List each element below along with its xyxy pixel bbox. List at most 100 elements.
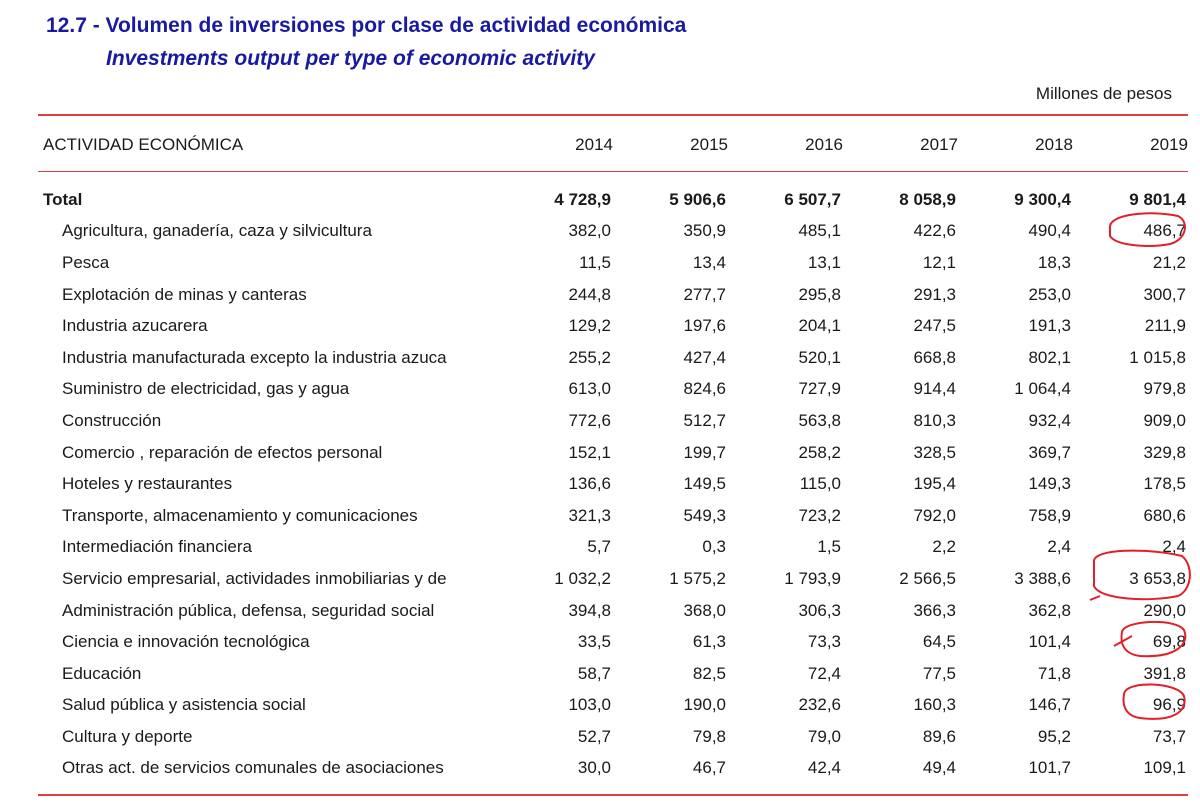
table-row: Industria azucarera 129,2 197,6 204,1 247,5 1… [38, 310, 1188, 342]
activity-label: Cultura y deporte [62, 726, 193, 746]
value-cell-2018: 9 300,4 [1014, 189, 1071, 209]
value-cell-2015: 368,0 [683, 600, 726, 620]
activity-label: Construcción [62, 410, 162, 430]
value-cell-2016: 42,4 [807, 758, 841, 778]
table-row: Intermediación financiera 5,7 0,3 1,5 2,2 2,4… [38, 532, 1188, 564]
value-cell-2015: 13,4 [692, 252, 726, 272]
table-row: Pesca 11,5 13,4 13,1 12,1 18,3 21,2 [38, 247, 1188, 279]
value-cell-2015: 549,3 [683, 505, 726, 525]
value-cell-2014: 5,7 [587, 537, 611, 557]
table-row: Cultura y deporte 52,7 79,8 79,0 89,6 95,2 73,… [38, 721, 1188, 753]
value-cell-2017: 12,1 [922, 252, 956, 272]
value-cell-2015: 46,7 [692, 758, 726, 778]
value-cell-2014: 30,0 [577, 758, 611, 778]
value-cell-2014: 103,0 [568, 695, 611, 715]
value-cell-2015: 199,7 [683, 442, 726, 462]
table-row: Ciencia e innovación tecnológica 33,5 61,3… [38, 626, 1188, 658]
value-cell-2016: 306,3 [798, 600, 841, 620]
value-cell-2015: 427,4 [683, 347, 726, 367]
header-year: 2017 [920, 135, 958, 154]
table-row: Educación 58,7 82,5 72,4 77,5 71,8 391,8 [38, 658, 1188, 690]
table-row: Hoteles y restaurantes 136,6 149,5 115,0 195… [38, 468, 1188, 500]
activity-label: Ciencia e innovación tecnológica [62, 632, 310, 652]
value-cell-2014: 58,7 [577, 663, 611, 683]
value-cell-2014: 136,6 [568, 474, 611, 494]
table-title-english: Investments output per type of economic … [106, 47, 595, 70]
table-row: Servicio empresarial, actividades inmobi… [38, 563, 1188, 595]
activity-label: Servicio empresarial, actividades inmobi… [62, 568, 447, 588]
header-rule [38, 171, 1188, 172]
value-cell-2015: 0,3 [702, 537, 726, 557]
value-cell-2017: 49,4 [922, 758, 956, 778]
activity-label: Industria manufacturada excepto la indus… [62, 347, 447, 367]
table-header-row: ACTIVIDAD ECONÓMICA 2014 2015 2016 2017 … [38, 128, 1188, 170]
value-cell-2018: 490,4 [1028, 221, 1071, 241]
header-year: 2019 [1150, 135, 1188, 154]
table-row: Construcción 772,6 512,7 563,8 810,3 932,4 909… [38, 405, 1188, 437]
header-year: 2014 [575, 135, 613, 154]
value-cell-2017: 422,6 [913, 221, 956, 241]
header-year: 2015 [690, 135, 728, 154]
value-cell-2019: 2,4 [1162, 537, 1186, 557]
value-cell-2016: 520,1 [798, 347, 841, 367]
value-cell-2015: 197,6 [683, 316, 726, 336]
value-cell-2019: 211,9 [1144, 316, 1186, 336]
value-cell-2017: 8 058,9 [899, 189, 956, 209]
value-cell-2014: 33,5 [577, 632, 611, 652]
value-cell-2014: 772,6 [568, 410, 611, 430]
table-row: Suministro de electricidad, gas y agua 61… [38, 374, 1188, 406]
value-cell-2016: 6 507,7 [784, 189, 841, 209]
value-cell-2017: 64,5 [922, 632, 956, 652]
value-cell-2019: 1 015,8 [1129, 347, 1186, 367]
value-cell-2018: 95,2 [1037, 726, 1071, 746]
total-row: Total 4 728,9 5 906,6 6 507,7 8 058,9 9 300,4… [38, 170, 1188, 216]
value-cell-2015: 149,5 [683, 474, 726, 494]
value-cell-2018: 758,9 [1028, 505, 1071, 525]
activity-label: Agricultura, ganadería, caza y silvicult… [62, 221, 372, 241]
unit-label: Millones de pesos [1035, 84, 1172, 103]
activity-label: Educación [62, 663, 142, 683]
value-cell-2016: 723,2 [798, 505, 841, 525]
value-cell-2018: 191,3 [1028, 316, 1071, 336]
value-cell-2017: 291,3 [913, 284, 956, 304]
value-cell-2019: 300,7 [1143, 284, 1186, 304]
activity-label: Hoteles y restaurantes [62, 474, 233, 494]
value-cell-2016: 115,0 [799, 474, 841, 494]
value-cell-2014: 613,0 [568, 379, 611, 399]
value-cell-2019: 909,0 [1143, 410, 1186, 430]
value-cell-2015: 350,9 [683, 221, 726, 241]
value-cell-2016: 73,3 [807, 632, 841, 652]
value-cell-2018: 149,3 [1028, 474, 1071, 494]
value-cell-2018: 369,7 [1028, 442, 1071, 462]
value-cell-2018: 802,1 [1028, 347, 1071, 367]
value-cell-2014: 11,5 [579, 252, 611, 272]
value-cell-2015: 61,3 [692, 632, 726, 652]
table-row: Comercio , reparación de efectos persona… [38, 437, 1188, 469]
header-year: 2018 [1035, 135, 1073, 154]
value-cell-2016: 1,5 [817, 537, 841, 557]
value-cell-2019: 73,7 [1152, 726, 1186, 746]
value-cell-2017: 247,5 [913, 316, 956, 336]
value-cell-2019: 290,0 [1143, 600, 1186, 620]
value-cell-2017: 77,5 [922, 663, 956, 683]
value-cell-2018: 18,3 [1037, 252, 1071, 272]
value-cell-2019: 486,7 [1143, 221, 1186, 241]
value-cell-2015: 190,0 [683, 695, 726, 715]
activity-label: Otras act. de servicios comunales de aso… [62, 758, 444, 778]
table-row: Transporte, almacenamiento y comunicacio… [38, 500, 1188, 532]
value-cell-2019: 9 801,4 [1129, 189, 1186, 209]
value-cell-2019: 178,5 [1143, 474, 1186, 494]
value-cell-2019: 69,8 [1152, 632, 1186, 652]
activity-label: Salud pública y asistencia social [62, 695, 306, 715]
value-cell-2019: 680,6 [1143, 505, 1186, 525]
value-cell-2016: 232,6 [798, 695, 841, 715]
value-cell-2019: 979,8 [1143, 379, 1186, 399]
value-cell-2018: 1 064,4 [1014, 379, 1071, 399]
value-cell-2017: 195,4 [913, 474, 956, 494]
value-cell-2016: 485,1 [798, 221, 841, 241]
value-cell-2015: 1 575,2 [669, 568, 726, 588]
value-cell-2014: 382,0 [568, 221, 611, 241]
activity-label: Pesca [62, 252, 110, 272]
value-cell-2017: 160,3 [913, 695, 956, 715]
value-cell-2019: 96,9 [1152, 695, 1186, 715]
